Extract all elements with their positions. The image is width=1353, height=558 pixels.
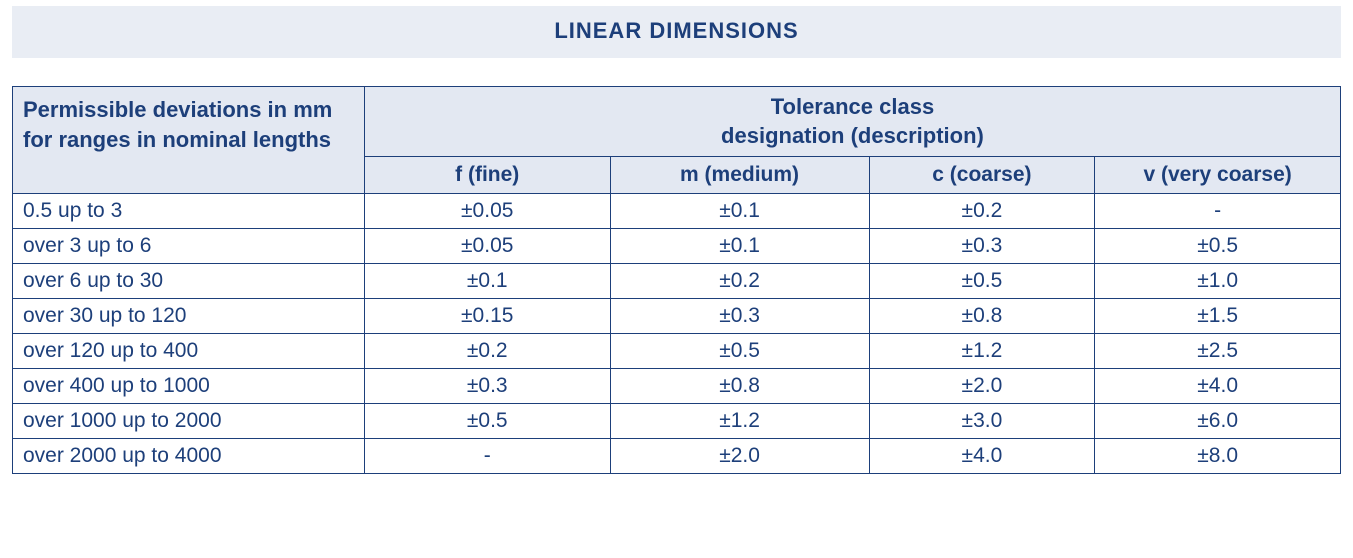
range-cell: over 3 up to 6 [13, 229, 365, 264]
page-title: LINEAR DIMENSIONS [12, 6, 1341, 58]
table-row: 0.5 up to 3±0.05±0.1±0.2- [13, 194, 1341, 229]
col-header: c (coarse) [869, 157, 1095, 194]
value-cell: ±2.0 [610, 439, 869, 474]
col-header: f (fine) [364, 157, 610, 194]
value-cell: ±1.2 [869, 334, 1095, 369]
value-cell: ±0.3 [610, 299, 869, 334]
value-cell: ±0.3 [869, 229, 1095, 264]
value-cell: ±0.3 [364, 369, 610, 404]
value-cell: ±1.2 [610, 404, 869, 439]
value-cell: - [364, 439, 610, 474]
value-cell: ±0.15 [364, 299, 610, 334]
table-row: over 6 up to 30±0.1±0.2±0.5±1.0 [13, 264, 1341, 299]
value-cell: ±0.2 [364, 334, 610, 369]
value-cell: ±6.0 [1095, 404, 1341, 439]
range-cell: over 1000 up to 2000 [13, 404, 365, 439]
value-cell: ±0.2 [869, 194, 1095, 229]
range-cell: 0.5 up to 3 [13, 194, 365, 229]
value-cell: ±8.0 [1095, 439, 1341, 474]
col-header: v (very coarse) [1095, 157, 1341, 194]
value-cell: ±0.5 [869, 264, 1095, 299]
value-cell: ±4.0 [869, 439, 1095, 474]
value-cell: ±1.0 [1095, 264, 1341, 299]
value-cell: ±0.2 [610, 264, 869, 299]
value-cell: ±0.5 [1095, 229, 1341, 264]
table-row: over 120 up to 400±0.2±0.5±1.2±2.5 [13, 334, 1341, 369]
group-header-line: designation (description) [721, 123, 984, 148]
value-cell: ±2.0 [869, 369, 1095, 404]
value-cell: ±0.1 [610, 229, 869, 264]
value-cell: ±0.1 [610, 194, 869, 229]
value-cell: - [1095, 194, 1341, 229]
value-cell: ±1.5 [1095, 299, 1341, 334]
col-header: m (medium) [610, 157, 869, 194]
range-cell: over 6 up to 30 [13, 264, 365, 299]
range-cell: over 120 up to 400 [13, 334, 365, 369]
value-cell: ±0.05 [364, 194, 610, 229]
value-cell: ±0.05 [364, 229, 610, 264]
value-cell: ±2.5 [1095, 334, 1341, 369]
range-cell: over 30 up to 120 [13, 299, 365, 334]
range-cell: over 400 up to 1000 [13, 369, 365, 404]
row-header-cell: Permissible deviations in mm for ranges … [13, 87, 365, 194]
table-row: over 2000 up to 4000-±2.0±4.0±8.0 [13, 439, 1341, 474]
table-row: over 3 up to 6±0.05±0.1±0.3±0.5 [13, 229, 1341, 264]
value-cell: ±0.5 [364, 404, 610, 439]
table-row: over 30 up to 120±0.15±0.3±0.8±1.5 [13, 299, 1341, 334]
group-header-cell: Tolerance class designation (description) [364, 87, 1340, 157]
value-cell: ±4.0 [1095, 369, 1341, 404]
value-cell: ±3.0 [869, 404, 1095, 439]
range-cell: over 2000 up to 4000 [13, 439, 365, 474]
group-header-line: Tolerance class [771, 94, 934, 119]
tolerance-table: Permissible deviations in mm for ranges … [12, 86, 1341, 474]
value-cell: ±0.1 [364, 264, 610, 299]
table-row: over 1000 up to 2000±0.5±1.2±3.0±6.0 [13, 404, 1341, 439]
value-cell: ±0.8 [869, 299, 1095, 334]
page-wrap: LINEAR DIMENSIONS Permissible deviations… [0, 0, 1353, 486]
value-cell: ±0.5 [610, 334, 869, 369]
table-row: over 400 up to 1000±0.3±0.8±2.0±4.0 [13, 369, 1341, 404]
value-cell: ±0.8 [610, 369, 869, 404]
